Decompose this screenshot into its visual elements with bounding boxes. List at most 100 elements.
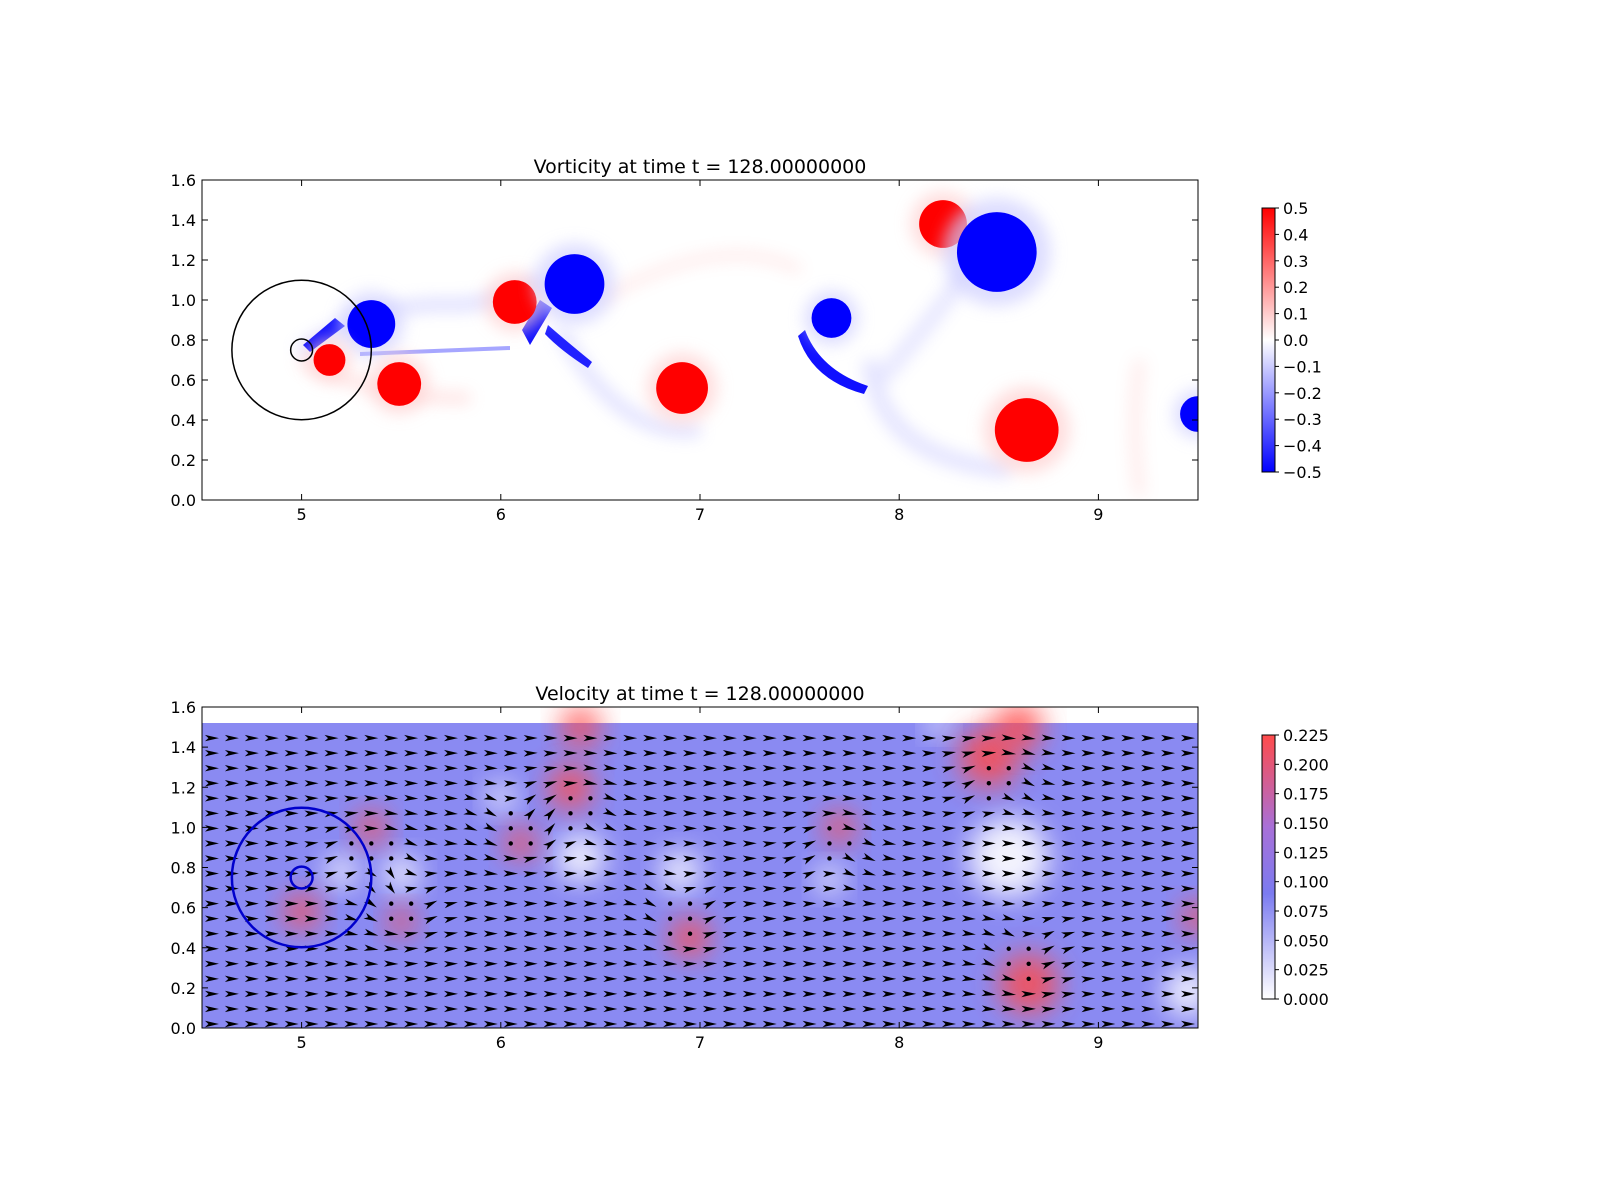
- quiver-arrow: [1121, 855, 1136, 862]
- quiver-arrow: [822, 930, 837, 937]
- quiver-arrow: [742, 990, 757, 998]
- quiver-arrow: [643, 794, 658, 802]
- quiver-arrow: [204, 945, 219, 952]
- quiver-dot: [1026, 946, 1031, 951]
- quiver-arrow: [1181, 885, 1196, 892]
- colorbar-tick-label: 0.025: [1283, 961, 1329, 980]
- quiver-dot: [667, 931, 673, 936]
- quiver-arrow: [882, 930, 897, 937]
- quiver-arrow: [742, 840, 757, 847]
- quiver-arrow: [424, 779, 439, 787]
- quiver-arrow: [1161, 780, 1176, 787]
- quiver-arrow: [782, 734, 797, 742]
- quiver-arrow: [902, 810, 917, 817]
- colorbar-tick-label: 0.0: [1283, 331, 1308, 350]
- quiver-arrow: [702, 975, 718, 983]
- quiver-arrow: [443, 794, 458, 802]
- quiver-arrow: [1181, 945, 1196, 952]
- quiver-arrow: [1141, 885, 1156, 892]
- quiver-arrow: [702, 764, 717, 772]
- quiver-dot: [349, 841, 354, 846]
- quiver-arrow: [663, 780, 678, 787]
- quiver-arrow: [244, 734, 259, 742]
- quiver-arrow: [1041, 930, 1055, 940]
- quiver-arrow: [742, 945, 757, 953]
- quiver-arrow: [1081, 779, 1096, 787]
- colorbar-tick-label: 0.4: [1283, 225, 1308, 244]
- quiver-arrow: [922, 870, 937, 877]
- quiver-arrow: [542, 794, 557, 805]
- quiver-arrow: [1161, 1005, 1176, 1013]
- quiver-arrow: [842, 990, 857, 998]
- quiver-arrow: [683, 749, 698, 757]
- quiver-arrow: [244, 915, 259, 922]
- quiver-arrow: [902, 960, 917, 967]
- quiver-arrow: [324, 1020, 339, 1028]
- quiver-arrow: [384, 779, 399, 787]
- quiver-arrow: [483, 885, 498, 892]
- quiver-arrow: [344, 1020, 359, 1028]
- quiver-dot: [568, 811, 573, 816]
- quiver-dot: [508, 811, 513, 816]
- quiver-arrow: [1001, 928, 1015, 937]
- quiver-arrow: [543, 871, 558, 878]
- quiver-arrow: [941, 766, 956, 773]
- quiver-arrow: [1101, 1005, 1116, 1013]
- quiver-arrow: [622, 794, 638, 801]
- quiver-arrow: [324, 734, 339, 742]
- low-speed-region: [486, 783, 515, 812]
- quiver-arrow: [1121, 1005, 1136, 1013]
- quiver-arrow: [1041, 1006, 1056, 1013]
- quiver-arrow: [802, 1005, 817, 1013]
- quiver-arrow: [1161, 900, 1176, 907]
- quiver-arrow: [623, 1020, 638, 1028]
- quiver-dot: [408, 901, 414, 906]
- quiver-arrow: [961, 855, 976, 862]
- quiver-arrow: [1081, 946, 1096, 953]
- quiver-arrow: [782, 975, 797, 983]
- quiver-arrow: [1081, 840, 1096, 847]
- quiver-arrow: [742, 900, 757, 908]
- quiver-arrow: [1141, 975, 1156, 983]
- quiver-arrow: [284, 960, 299, 967]
- quiver-arrow: [264, 795, 279, 802]
- quiver-arrow: [802, 915, 817, 922]
- quiver-arrow: [942, 870, 956, 877]
- quiver-arrow: [1141, 1005, 1156, 1013]
- quiver-arrow: [922, 930, 937, 937]
- quiver-arrow: [582, 778, 598, 786]
- quiver-arrow: [981, 855, 996, 862]
- quiver-arrow: [941, 1005, 957, 1013]
- quiver-arrow: [663, 795, 678, 802]
- cylinder-circle: [289, 865, 314, 890]
- vortex-blobs: [307, 191, 1198, 474]
- quiver-arrow: [902, 795, 917, 802]
- quiver-arrow: [1121, 780, 1136, 787]
- quiver-arrow: [443, 931, 459, 938]
- quiver-arrow: [403, 931, 419, 939]
- quiver-arrow: [264, 870, 279, 877]
- quiver-arrow: [722, 1005, 737, 1013]
- quiver-arrow: [1061, 900, 1076, 908]
- quiver-arrow: [663, 869, 677, 876]
- quiver-arrow: [1041, 900, 1056, 908]
- quiver-arrow: [583, 838, 597, 846]
- quiver-arrow: [324, 765, 339, 772]
- quiver-arrow: [483, 822, 498, 832]
- quiver-arrow: [1101, 975, 1116, 983]
- quiver-arrow: [1121, 825, 1136, 832]
- quiver-arrow: [1021, 900, 1036, 907]
- quiver-dot: [827, 856, 832, 861]
- quiver-arrow: [1001, 734, 1017, 741]
- quiver-arrow: [941, 751, 957, 758]
- quiver-arrow: [542, 781, 558, 789]
- y-tick-label: 0.6: [171, 899, 196, 918]
- quiver-arrow: [762, 960, 777, 968]
- quiver-arrow: [981, 870, 996, 877]
- quiver-arrow: [961, 840, 976, 847]
- quiver-arrow: [742, 885, 757, 893]
- y-tick-label: 1.6: [171, 171, 196, 190]
- quiver-arrow: [563, 856, 578, 863]
- quiver-arrow: [1141, 810, 1156, 817]
- quiver-arrow: [981, 825, 996, 832]
